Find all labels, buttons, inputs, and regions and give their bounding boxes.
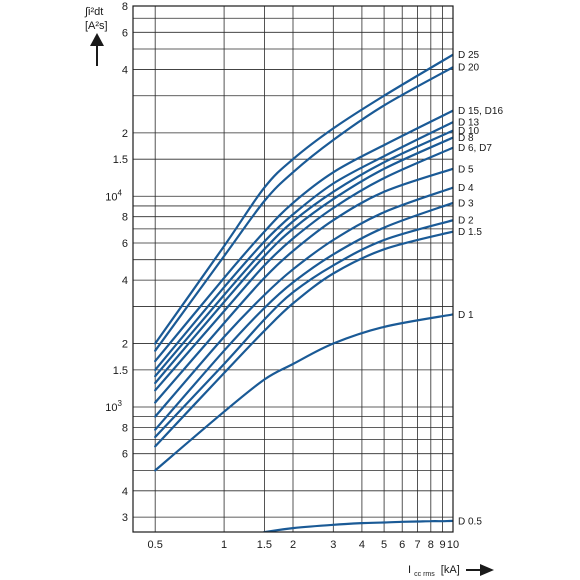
y-tick-label-base: 8 <box>122 212 128 224</box>
x-tick-label: 0.5 <box>148 539 163 551</box>
series-label: D 15, D16 <box>458 106 503 117</box>
y-tick-label-base: 4 <box>122 64 128 76</box>
series-line <box>154 186 453 418</box>
series-line <box>154 167 453 404</box>
series-line <box>154 66 453 352</box>
x-axis-title-unit: [kA] <box>441 564 460 576</box>
x-tick-label: 2 <box>290 539 296 551</box>
series-line <box>263 519 453 532</box>
series-line <box>154 53 453 345</box>
y-tick-label: 4 <box>122 486 128 498</box>
y-tick-label: 2 <box>122 339 128 351</box>
y-tick-label-base: 8 <box>122 422 128 434</box>
x-tick-label: 4 <box>359 539 365 551</box>
y-tick-label: 1.5 <box>113 154 128 166</box>
series-label: D 20 <box>458 63 480 74</box>
x-tick-label: 1.5 <box>257 539 272 551</box>
y-tick-label: 4 <box>122 64 128 76</box>
y-tick-label: 4 <box>122 275 128 287</box>
y-tick-label: 6 <box>122 238 128 250</box>
x-tick-label: 3 <box>330 539 336 551</box>
y-tick-label-base: 1.5 <box>113 365 128 377</box>
series-label: D 5 <box>458 164 474 175</box>
series-label: D 25 <box>458 50 480 61</box>
series-line <box>154 201 453 431</box>
series-line <box>154 219 453 439</box>
series-label: D 6, D7 <box>458 143 492 154</box>
y-tick-label-base: 6 <box>122 449 128 461</box>
x-tick-label: 1 <box>221 539 227 551</box>
y-tick-label-exponent: 3 <box>118 399 123 408</box>
y-axis-arrow-icon <box>90 33 104 66</box>
x-axis-title-symbol: I <box>408 564 411 576</box>
series-label: D 13 <box>458 118 480 129</box>
x-tick-label: 8 <box>428 539 434 551</box>
y-tick-label-base: 6 <box>122 238 128 250</box>
y-tick-label: 3 <box>122 512 128 524</box>
plot-frame <box>132 5 454 533</box>
y-tick-label: 6 <box>122 449 128 461</box>
x-tick-labels: 0.5 1 1.5 2 3 4 5 6 7 8 9 10 <box>148 539 460 551</box>
x-tick-label: 7 <box>414 539 420 551</box>
x-axis-arrow-icon <box>466 564 494 576</box>
series-label: D 4 <box>458 183 474 194</box>
y-tick-label-base: 2 <box>122 339 128 351</box>
series-line <box>154 109 453 363</box>
y-tick-label-base: 3 <box>122 512 128 524</box>
y-tick-label: 2 <box>122 128 128 140</box>
y-tick-label: 8 <box>122 212 128 224</box>
x-tick-label: 6 <box>399 539 405 551</box>
y-tick-label-base: 4 <box>122 486 128 498</box>
series-label: D 10 <box>458 126 480 137</box>
y-axis-title-line2: [A²s] <box>85 20 108 32</box>
y-tick-label-base: 10 <box>105 191 117 203</box>
y-tick-label: 103 <box>105 399 122 414</box>
series-label: D 1.5 <box>458 227 482 238</box>
y-tick-label: 6 <box>122 27 128 39</box>
x-axis-title-subscript: cc rms <box>414 571 435 578</box>
y-tick-label-exponent: 4 <box>118 188 123 197</box>
series-line <box>154 136 453 385</box>
series-line <box>154 129 453 378</box>
series-label: D 0.5 <box>458 516 482 527</box>
y-tick-label-base: 2 <box>122 128 128 140</box>
series-line <box>154 121 453 371</box>
curves <box>154 53 453 532</box>
series-label: D 3 <box>458 198 474 209</box>
y-tick-label: 1.5 <box>113 365 128 377</box>
series-line <box>154 146 453 392</box>
y-tick-label-base: 8 <box>122 1 128 13</box>
y-tick-label-base: 6 <box>122 27 128 39</box>
y-tick-label: 104 <box>105 188 122 203</box>
x-tick-label: 5 <box>381 539 387 551</box>
x-tick-label: 9 <box>439 539 445 551</box>
y-tick-label-base: 1.5 <box>113 154 128 166</box>
svg-text:I cc rms [kA]: I cc rms [kA] <box>408 564 460 579</box>
y-tick-label-base: 10 <box>105 402 117 414</box>
y-axis-title: ∫i²dt [A²s] <box>84 6 108 66</box>
x-tick-label: 10 <box>447 539 459 551</box>
series-label: D 8 <box>458 133 474 144</box>
x-axis-title: I cc rms [kA] <box>408 564 494 579</box>
series-label: D 2 <box>458 216 474 227</box>
y-axis-title-line1: ∫i²dt <box>84 6 103 18</box>
y-tick-label-base: 4 <box>122 275 128 287</box>
series-line <box>154 313 453 472</box>
series-line <box>154 230 453 448</box>
y-tick-label: 8 <box>122 1 128 13</box>
series-label: D 1 <box>458 310 474 321</box>
y-tick-label: 8 <box>122 422 128 434</box>
